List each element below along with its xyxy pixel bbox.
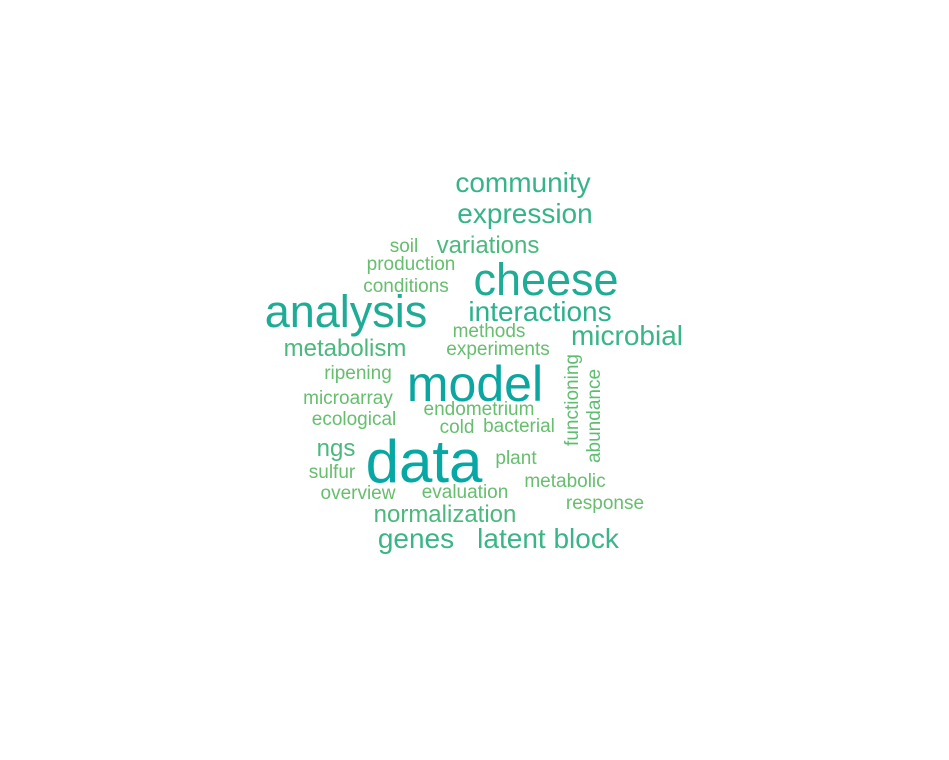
cloud-word-conditions: conditions xyxy=(363,276,449,297)
cloud-word-variations: variations xyxy=(437,232,540,259)
cloud-word-abundance: abundance xyxy=(584,369,605,463)
cloud-word-overview: overview xyxy=(321,483,396,504)
cloud-word-experiments: experiments xyxy=(446,339,550,360)
cloud-word-soil: soil xyxy=(390,236,419,257)
cloud-word-model: model xyxy=(407,356,543,412)
cloud-word-cheese: cheese xyxy=(473,254,618,305)
cloud-word-functioning: functioning xyxy=(562,354,583,446)
cloud-word-ripening: ripening xyxy=(324,363,392,384)
cloud-word-metabolism: metabolism xyxy=(284,335,407,362)
cloud-word-production: production xyxy=(367,254,456,275)
cloud-word-genes: genes xyxy=(378,523,454,554)
cloud-word-expression: expression xyxy=(457,198,592,229)
cloud-word-latent-block: latent block xyxy=(477,523,620,554)
cloud-word-ecological: ecological xyxy=(312,409,397,430)
cloud-word-bacterial: bacterial xyxy=(483,416,555,437)
cloud-word-data: data xyxy=(366,428,483,495)
cloud-word-normalization: normalization xyxy=(374,501,517,528)
cloud-word-analysis: analysis xyxy=(265,286,428,337)
cloud-word-endometrium: endometrium xyxy=(424,399,535,420)
cloud-word-cold: cold xyxy=(440,417,475,438)
cloud-word-metabolic: metabolic xyxy=(524,471,605,492)
cloud-word-response: response xyxy=(566,493,644,514)
cloud-word-plant: plant xyxy=(495,448,537,469)
cloud-word-evaluation: evaluation xyxy=(422,482,509,503)
cloud-word-methods: methods xyxy=(453,321,526,342)
cloud-word-microarray: microarray xyxy=(303,388,393,409)
cloud-word-community: community xyxy=(455,167,590,198)
cloud-word-sulfur: sulfur xyxy=(309,462,356,483)
cloud-word-microbial: microbial xyxy=(571,320,683,351)
cloud-word-ngs: ngs xyxy=(317,435,356,462)
cloud-word-interactions: interactions xyxy=(468,296,611,327)
